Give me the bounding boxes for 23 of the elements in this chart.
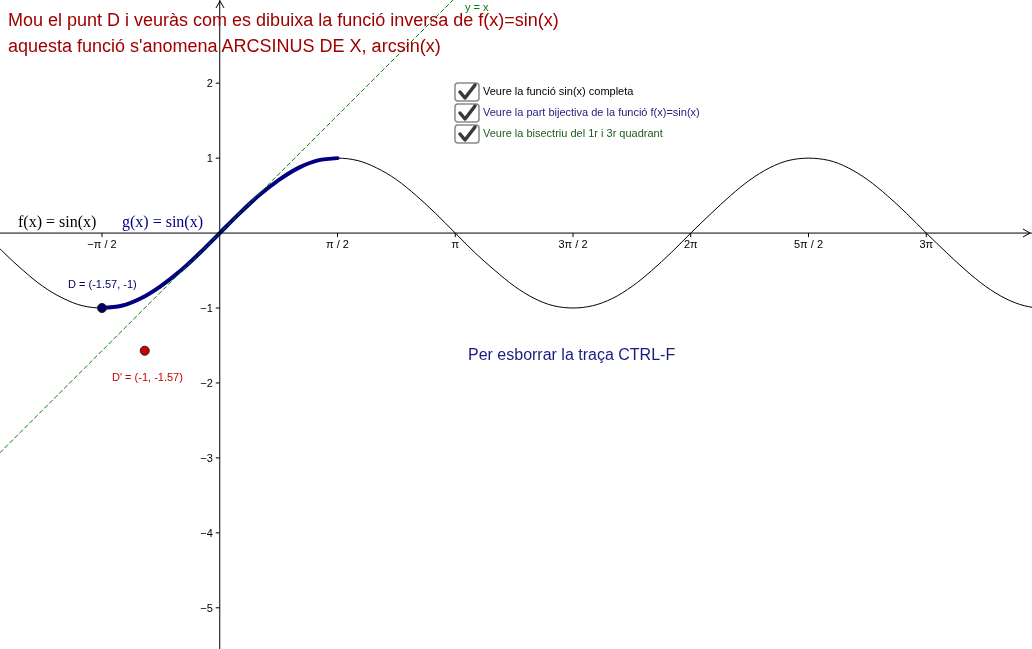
y-tick-label: −3 <box>200 451 213 464</box>
text: aquesta funció s'anomena ARCSINUS DE X, arcsin(x) <box>8 36 441 58</box>
x-tick-label: π / 2 <box>326 238 349 251</box>
y-tick-label: −1 <box>200 301 213 314</box>
x-tick-label: 3π <box>919 238 934 251</box>
x-tick-label: 5π / 2 <box>794 238 823 251</box>
y-tick-label: −4 <box>200 526 213 539</box>
series-label: f(x) = sin(x) <box>18 212 97 232</box>
x-tick-label: −π / 2 <box>87 238 117 251</box>
annotation: Veure la funció sin(x) completa <box>483 85 634 99</box>
annotation: Veure la part bijectiva de la funció f(x)=sin(x) <box>483 106 700 120</box>
x-tick-label: 3π / 2 <box>558 238 588 251</box>
x-tick-label: 2π <box>683 238 699 251</box>
series-label: D = (-1.57, -1) <box>68 278 137 292</box>
y-tick-label: 1 <box>206 151 213 164</box>
x-tick-label: π <box>451 238 460 251</box>
text: D' = (-1, -1.57) <box>112 371 183 385</box>
y-tick-label: −2 <box>200 376 213 389</box>
y-tick-label: −5 <box>200 601 213 614</box>
series-label: g(x) = sin(x) <box>122 212 204 232</box>
y-tick-label: 2 <box>206 77 213 90</box>
annotation: Veure la bisectriu del 1r i 3r quadrant <box>483 127 663 141</box>
annotation: Per esborrar la traça CTRL-F <box>468 345 676 365</box>
